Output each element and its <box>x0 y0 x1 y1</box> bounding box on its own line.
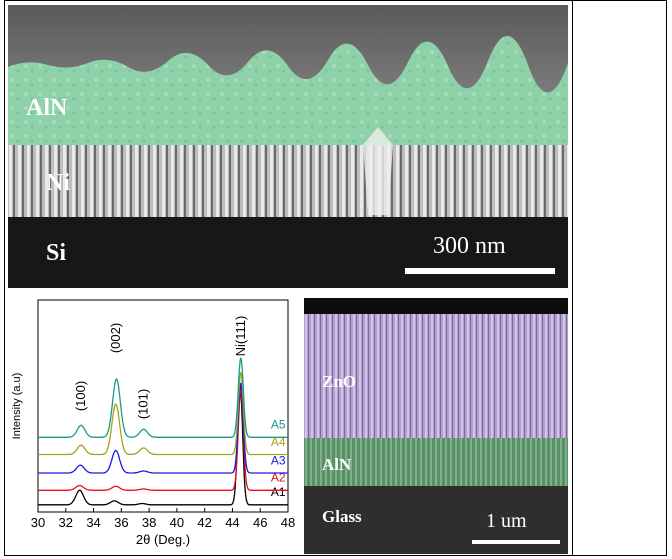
scale-bar-bottom <box>472 540 560 544</box>
x-tick-label: 30 <box>31 515 45 530</box>
scale-bar-label: 300 nm <box>433 233 506 259</box>
scale-bar <box>405 268 555 274</box>
series-label-a4: A4 <box>271 435 286 449</box>
series-line-a1 <box>38 385 288 506</box>
layer-label-glass: Glass <box>322 507 362 526</box>
series-line-a4 <box>38 372 288 456</box>
layer-label-alN-bottom: AlN <box>322 455 352 474</box>
series-line-a3 <box>38 382 288 474</box>
figure-frame <box>4 0 667 556</box>
si-substrate <box>8 217 568 288</box>
zno-layer <box>304 314 568 438</box>
peak-label: Ni(111) <box>233 316 248 357</box>
xrd-chart-svg: 30 32 34 36 38 40 42 44 46 48 2θ (Deg.) Intensity (… <box>11 299 295 547</box>
series-label-a5: A5 <box>271 418 286 432</box>
x-tick-label: 42 <box>197 515 211 530</box>
x-tick-label: 48 <box>281 515 295 530</box>
column-divider <box>572 0 573 556</box>
layer-label-si: Si <box>46 240 67 266</box>
series-label-a1: A1 <box>271 485 286 499</box>
particle <box>363 127 393 215</box>
layer-label-ni: Ni <box>46 170 70 196</box>
sem-image-zno-alN-glass: ZnO AlN Glass 1 um <box>304 298 568 554</box>
sem-top-svg <box>8 5 568 288</box>
ni-layer <box>8 145 568 220</box>
peak-label: (002) <box>108 323 123 353</box>
xrd-chart: 30 32 34 36 38 40 42 44 46 48 2θ (Deg.) Intensity (… <box>8 296 298 558</box>
sem-image-alN-ni-si: AlN Ni Si 300 nm <box>8 5 568 288</box>
x-tick-label: 34 <box>86 515 100 530</box>
series-label-a2: A2 <box>271 471 286 485</box>
series-line-a5 <box>38 357 288 438</box>
scale-bar-label-bottom: 1 um <box>486 510 527 532</box>
x-tick-label: 36 <box>114 515 128 530</box>
y-axis-label: Intensity (a.u) <box>11 373 23 440</box>
x-tick-label: 40 <box>170 515 184 530</box>
x-tick-label: 44 <box>225 515 239 530</box>
series-label-a3: A3 <box>271 453 286 467</box>
peak-label: (100) <box>73 381 88 411</box>
series-line-a2 <box>38 389 288 491</box>
layer-label-alN: AlN <box>26 95 68 121</box>
alN-layer <box>8 35 568 145</box>
x-tick-label: 32 <box>59 515 73 530</box>
plot-area-frame <box>37 299 289 513</box>
x-tick-label: 46 <box>253 515 267 530</box>
alN-layer-bottom <box>304 438 568 486</box>
x-axis-label: 2θ (Deg.) <box>136 532 190 547</box>
x-tick-label: 38 <box>142 515 156 530</box>
peak-label: (101) <box>136 389 151 419</box>
layer-label-zno: ZnO <box>322 372 357 391</box>
